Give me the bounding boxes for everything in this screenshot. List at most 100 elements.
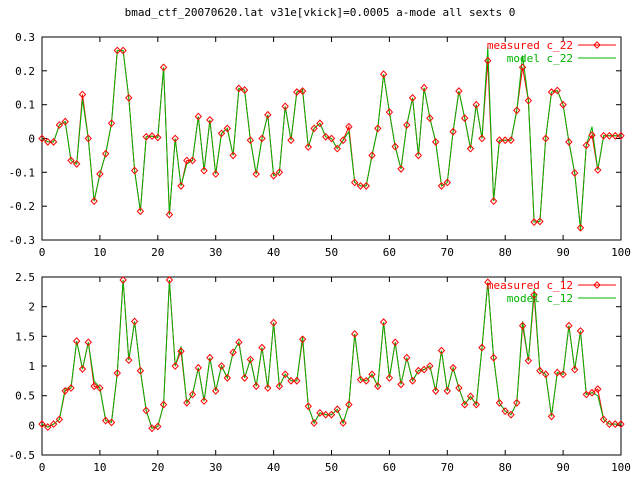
data-point-marker xyxy=(171,362,179,370)
data-point-marker xyxy=(183,398,191,407)
data-point-marker xyxy=(142,406,150,415)
data-point-marker xyxy=(478,134,486,143)
x-tick-label: 50 xyxy=(325,246,338,259)
x-tick-label: 70 xyxy=(441,461,454,474)
data-point-marker xyxy=(461,400,469,409)
data-point-marker xyxy=(246,136,255,145)
data-point-marker xyxy=(593,41,601,49)
data-point-marker xyxy=(524,96,533,105)
x-tick-label: 0 xyxy=(39,461,46,474)
data-point-marker xyxy=(576,327,585,335)
data-point-marker xyxy=(177,347,185,356)
data-point-marker xyxy=(414,151,423,160)
y-tick-label: -0.2 xyxy=(9,200,36,213)
data-point-marker xyxy=(351,330,359,338)
x-tick-label: 60 xyxy=(383,461,396,474)
data-point-marker xyxy=(426,114,434,123)
data-point-marker xyxy=(339,136,347,145)
data-point-marker xyxy=(217,362,226,370)
data-point-marker xyxy=(281,370,289,379)
data-point-marker xyxy=(217,129,226,138)
data-point-marker xyxy=(455,87,463,96)
x-tick-label: 80 xyxy=(499,461,512,474)
data-point-marker xyxy=(403,353,411,362)
x-tick-label: 90 xyxy=(556,461,569,474)
data-point-marker xyxy=(310,419,318,427)
data-point-marker xyxy=(368,370,376,379)
data-point-marker xyxy=(298,335,307,344)
data-point-marker xyxy=(397,165,405,173)
data-point-marker xyxy=(269,171,278,180)
data-point-marker xyxy=(240,373,249,382)
data-point-marker xyxy=(351,178,359,187)
legend-label: measured c_22 xyxy=(487,39,573,52)
data-point-marker xyxy=(536,366,544,375)
data-point-marker xyxy=(264,110,272,119)
data-point-marker xyxy=(559,370,567,379)
x-tick-label: 70 xyxy=(441,246,454,259)
data-point-marker xyxy=(125,93,133,102)
data-point-marker xyxy=(524,356,533,365)
data-point-marker xyxy=(304,402,312,411)
x-tick-label: 30 xyxy=(209,461,222,474)
data-point-marker xyxy=(223,124,231,133)
y-tick-label: 1.5 xyxy=(15,330,35,343)
data-point-marker xyxy=(136,207,145,216)
data-point-marker xyxy=(194,363,202,372)
data-point-marker xyxy=(437,181,446,190)
data-point-marker xyxy=(159,400,168,409)
data-point-marker xyxy=(484,278,492,287)
series-line xyxy=(41,279,621,429)
data-point-marker xyxy=(107,418,116,427)
data-point-marker xyxy=(594,385,602,394)
data-point-marker xyxy=(96,384,104,392)
data-point-marker xyxy=(165,210,174,219)
data-point-marker xyxy=(547,88,556,97)
x-tick-label: 20 xyxy=(151,461,164,474)
data-point-marker xyxy=(553,368,561,377)
top-plot-c22: 0 10 20 30 40 50 60 70 80 90 100 0.3 0.2 0.1 0 -0.1 -0.2… xyxy=(9,31,631,259)
data-point-marker xyxy=(316,408,324,417)
x-tick-label: 100 xyxy=(611,461,631,474)
data-point-marker xyxy=(194,112,202,121)
data-point-marker xyxy=(374,124,382,133)
data-point-marker xyxy=(229,151,237,160)
data-point-marker xyxy=(489,197,498,206)
data-point-marker xyxy=(188,156,197,165)
data-point-marker xyxy=(90,382,98,391)
data-point-marker xyxy=(293,376,301,385)
data-point-marker xyxy=(240,86,249,95)
data-point-marker xyxy=(49,137,58,146)
data-point-marker xyxy=(38,420,46,429)
data-point-marker xyxy=(391,142,399,151)
data-point-marker xyxy=(258,343,266,352)
y-tick-label: 0.1 xyxy=(15,99,35,112)
data-point-marker xyxy=(547,412,556,421)
y-tick-label: -0.5 xyxy=(9,449,36,462)
data-point-marker xyxy=(443,386,451,395)
data-point-marker xyxy=(437,346,446,355)
data-point-marker xyxy=(542,370,550,379)
data-point-marker xyxy=(61,117,69,126)
x-tick-label: 50 xyxy=(325,461,338,474)
data-point-marker xyxy=(96,170,104,178)
y-tick-label: -0.1 xyxy=(9,166,36,179)
data-point-marker xyxy=(472,400,480,409)
y-tick-label: 0.5 xyxy=(15,390,35,403)
data-point-marker xyxy=(200,397,208,405)
data-point-marker xyxy=(495,398,504,407)
data-point-marker xyxy=(136,366,145,375)
data-point-marker xyxy=(420,83,428,92)
data-point-marker xyxy=(617,131,625,140)
data-point-marker xyxy=(281,102,289,111)
data-point-marker xyxy=(432,386,440,395)
data-point-marker xyxy=(102,416,110,425)
data-point-marker xyxy=(107,119,116,128)
data-point-marker xyxy=(119,46,127,55)
y-tick-label: 0 xyxy=(28,133,35,146)
data-point-marker xyxy=(235,84,243,93)
legend-label: measured c_12 xyxy=(487,279,573,292)
plot-border xyxy=(41,276,622,456)
data-point-marker xyxy=(582,141,590,150)
